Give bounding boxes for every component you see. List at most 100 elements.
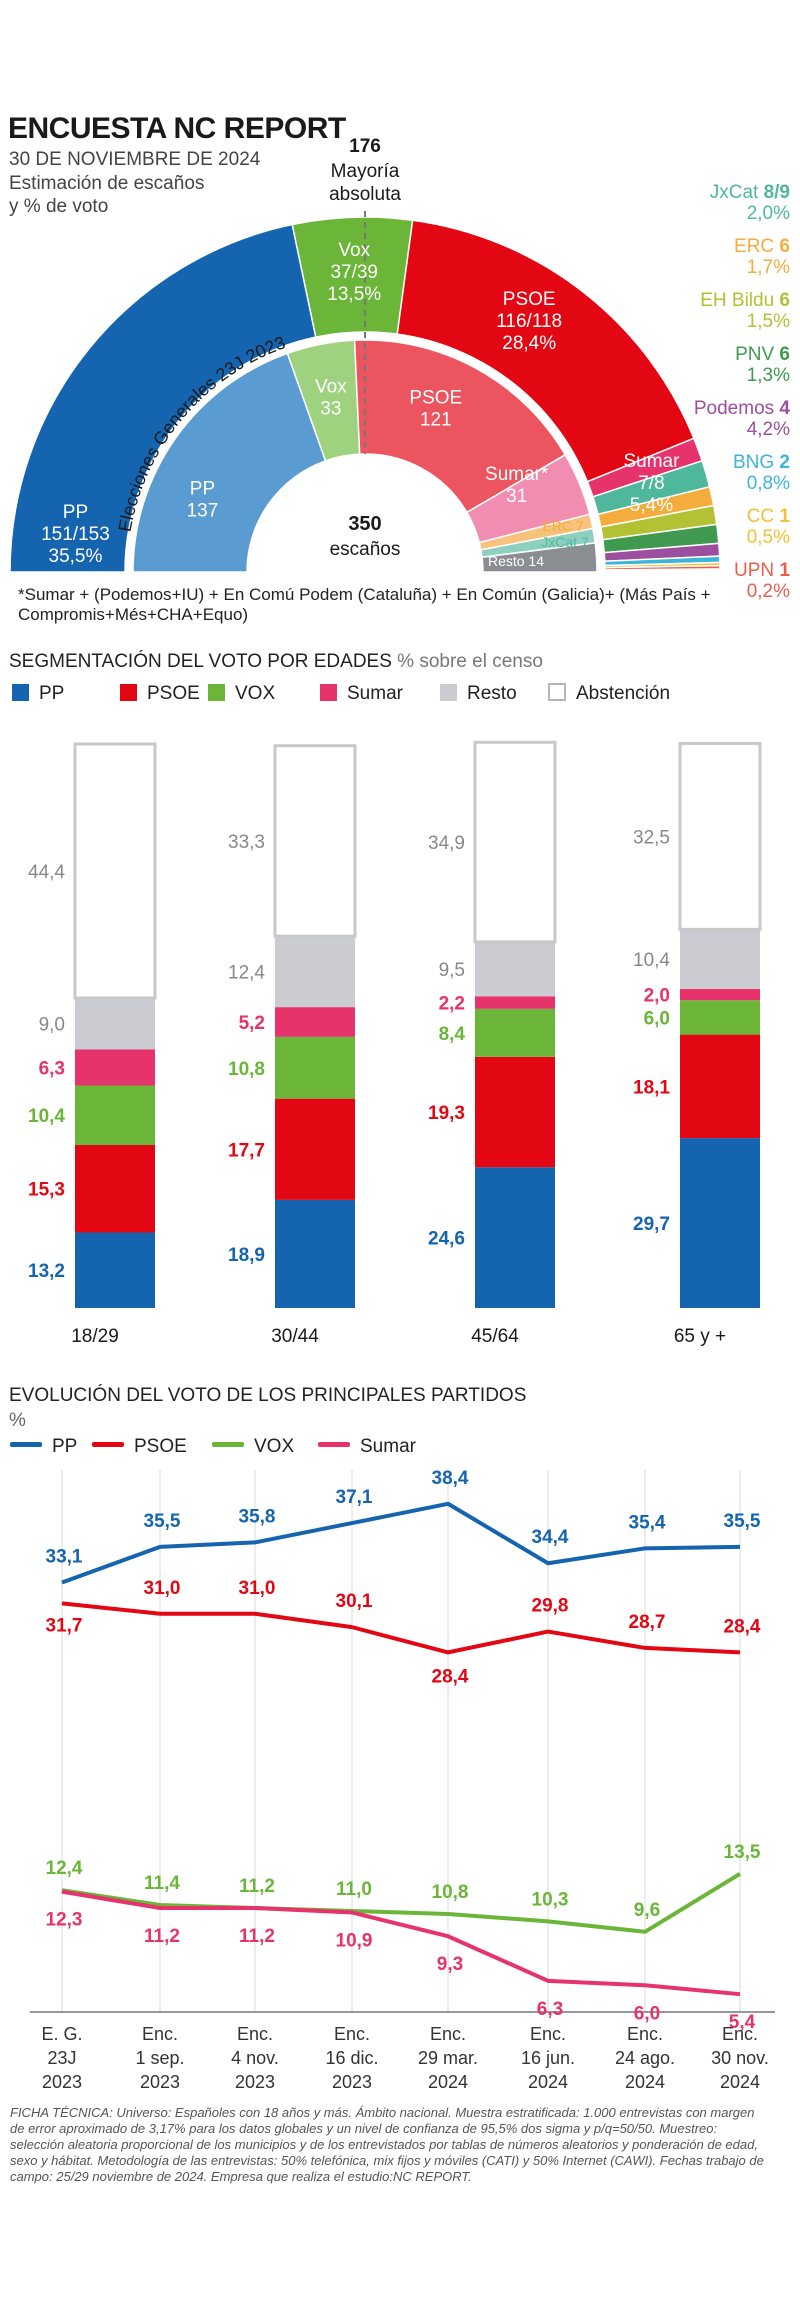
age-category-65-y: 65 y + [674,1326,726,1347]
line-label-pp-7: 35,5 [724,1511,761,1532]
evolution-legend-label-sumar: Sumar [360,1436,416,1457]
line-label-vox-0: 12,4 [46,1858,83,1879]
prev-label-pp-line2: 137 [187,500,219,521]
line-label-sumar-3: 10,9 [336,1930,373,1951]
bar-label-pp-18-29: 13,2 [28,1261,65,1282]
x-label-line3-4: 2024 [428,2072,468,2092]
line-label-pp-3: 37,1 [336,1487,373,1508]
prev-label-psoe-line2: 121 [420,410,452,431]
age-legend-item-pp: PP [12,683,64,705]
age-legend-item-sumar: Sumar [320,683,403,705]
age-legend-label-psoe: PSOE [147,683,200,704]
small-party-pct-bng: 0,8% [747,473,790,494]
small-party-erc: ERC 6 [734,236,790,257]
x-label-line3-0: 2023 [42,2072,82,2092]
prev-seat-slice-pp [132,352,327,573]
line-label-pp-1: 35,5 [144,1511,181,1532]
prev-label-psoe-line1: PSOE [409,388,462,409]
line-label-sumar-4: 9,3 [437,1954,463,1975]
x-label-line1-2: Enc. [237,2024,273,2044]
line-label-vox-4: 10,8 [432,1882,469,1903]
majority-label-line1: Mayoría [331,161,400,182]
line-label-psoe-1: 31,0 [144,1578,181,1599]
bar-vox-18-29 [75,1085,155,1145]
line-label-vox-6: 9,6 [634,1900,660,1921]
line-label-psoe-0: 31,7 [46,1615,83,1636]
age-category-18-29: 18/29 [71,1326,119,1347]
bar-sumar-30-44 [275,1007,355,1037]
bar-pp-65-y [680,1138,760,1308]
majority-value: 176 [349,136,381,157]
age-legend-item-resto: Resto [440,683,517,705]
small-party-pct-eh-bildu: 1,5% [747,311,790,332]
line-label-sumar-5: 6,3 [537,1999,563,2020]
age-section-title: SEGMENTACIÓN DEL VOTO POR EDADES % sobre… [9,651,543,673]
bar-label-pp-45-64: 24,6 [428,1229,465,1250]
prev-seat-slice-psoe [353,339,567,514]
evolution-legend-swatch-sumar [318,1442,350,1447]
evolution-legend-swatch-pp [10,1442,42,1447]
prev-seat-slice-resto [481,542,598,573]
small-party-podemos: Podemos 4 [694,398,791,419]
seat-label-vox-line1: Vox [338,240,370,261]
bar-resto-30-44 [275,936,355,1008]
small-party-pct-podemos: 4,2% [747,419,790,440]
bar-vox-65-y [680,1000,760,1035]
small-party-pct-pnv: 1,3% [747,365,790,386]
small-party-pct-upn: 0,2% [747,581,790,602]
small-party-pct-erc: 1,7% [747,257,790,278]
small-party-jxcat: JxCat 8/9 [710,182,790,203]
prev-label-sumar-line2: 31 [506,486,527,507]
bar-label-psoe-30-44: 17,7 [228,1140,265,1161]
age-section-subtitle: % sobre el censo [397,651,543,672]
prev-label-jxcat: JxCat 7 [541,534,589,550]
line-pp [61,1501,741,1585]
age-legend-swatch-sumar [320,684,337,701]
seat-label-pp-line3: 35,5% [49,546,103,567]
x-label-line3-3: 2023 [332,2072,372,2092]
bar-abstenci-n-18-29 [73,742,157,1000]
bar-label-sumar-18-29: 6,3 [39,1058,65,1079]
x-label-line1-3: Enc. [334,2024,370,2044]
small-party-name-eh-bildu: EH Bildu [700,290,779,311]
bar-abstenci-n-65-y [678,741,762,931]
x-label-line2-5: 16 jun. [521,2048,575,2068]
bar-label-abstenci-n-18-29: 44,4 [28,862,65,883]
age-legend-label-pp: PP [39,683,65,704]
majority-label-line2: absoluta [329,184,401,205]
age-legend-label-abstenci-n: Abstención [576,683,671,704]
x-label-line2-4: 29 mar. [418,2048,478,2068]
bar-label-abstenci-n-45-64: 34,9 [428,833,465,854]
small-party-name-bng: BNG [733,452,779,473]
page-title: ENCUESTA NC REPORT [8,112,346,145]
x-label-line3-2: 2023 [235,2072,275,2092]
evolution-unit: % [9,1410,26,1431]
line-label-sumar-7: 5,4 [729,2012,756,2033]
bar-psoe-65-y [680,1034,760,1139]
age-bar-chart: 13,2 15,3 10,4 6,3 9,0 44,4 18/29 18,9 17,7 10,8 5… [28,740,762,1347]
seat-label-psoe-line2: 116/118 [496,311,562,332]
bar-psoe-45-64 [475,1056,555,1168]
bar-pp-45-64 [475,1167,555,1308]
bar-label-pp-65-y: 29,7 [633,1214,670,1235]
age-section-title-text: SEGMENTACIÓN DEL VOTO POR EDADES [9,651,392,672]
survey-date: 30 DE NOVIEMBRE DE 2024 [9,149,261,170]
bar-label-sumar-45-64: 2,2 [439,994,465,1015]
seat-label-vox-line2: 37/39 [330,262,378,283]
age-legend-swatch-pp [12,684,29,701]
x-label-line1-0: E. G. [41,2024,82,2044]
small-party-seats-pnv: 6 [779,344,790,365]
age-legend-label-sumar: Sumar [347,683,403,704]
bar-resto-45-64 [475,941,555,997]
line-label-vox-5: 10,3 [532,1889,569,1910]
bar-psoe-18-29 [75,1144,155,1233]
age-category-45-64: 45/64 [471,1326,519,1347]
evolution-legend-label-psoe: PSOE [134,1436,187,1457]
prev-label-vox-line1: Vox [315,376,347,397]
line-label-psoe-5: 29,8 [532,1596,569,1617]
line-label-sumar-6: 6,0 [634,2003,660,2024]
seat-slice-upn [604,564,721,571]
small-party-cc: CC 1 [747,506,791,527]
small-party-seats-erc: 6 [779,236,790,257]
x-label-line3-7: 2024 [720,2072,760,2092]
